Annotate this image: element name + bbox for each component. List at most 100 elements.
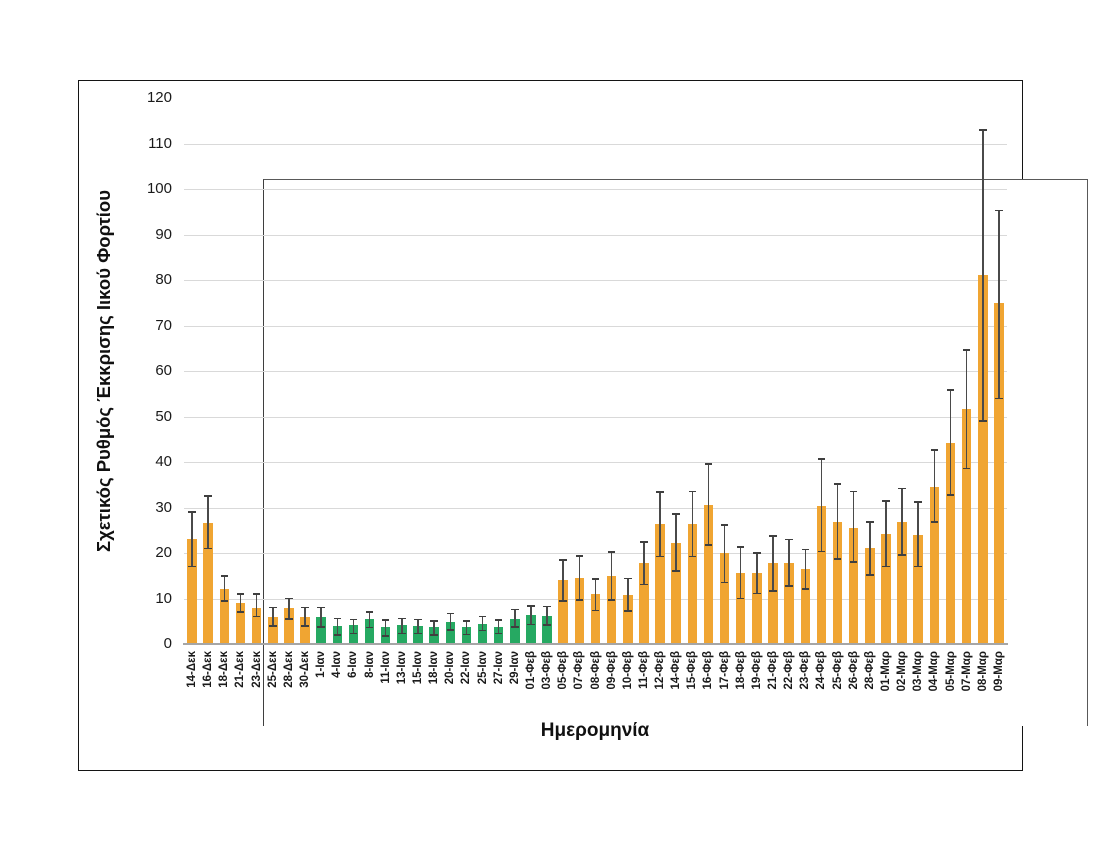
bar (865, 548, 875, 644)
error-bar-cap-top (398, 617, 406, 620)
y-tick-label: 10 (155, 589, 172, 607)
x-tick-label: 14-Φεβ (670, 651, 683, 690)
y-tick-label: 0 (163, 635, 172, 652)
bar (848, 527, 859, 644)
x-tick-label: 24-Φεβ (815, 651, 828, 690)
bar (251, 607, 262, 644)
error-bar-cap-top (656, 491, 664, 493)
bar (542, 615, 552, 644)
x-tick-label: 17-Φεβ (718, 651, 731, 690)
error-bar-cap-top (430, 619, 438, 622)
error-bar-cap-top (736, 546, 745, 548)
error-bar-cap-bottom (833, 558, 842, 560)
error-bar (514, 609, 516, 628)
x-tick-label: 03-Μαρ (912, 651, 925, 692)
error-bar-cap-top (543, 605, 551, 608)
error-bar (304, 607, 306, 626)
error-bar-cap-bottom (446, 629, 454, 631)
bar (300, 616, 310, 644)
error-bar-cap-bottom (914, 565, 922, 568)
error-bar (901, 488, 903, 556)
error-bar-cap-bottom (640, 583, 648, 586)
error-bar-cap-bottom (236, 611, 245, 613)
error-bar-cap-bottom (365, 626, 374, 629)
error-bar-cap-top (833, 483, 842, 486)
error-bar-cap-bottom (849, 561, 858, 563)
error-bar (207, 496, 209, 549)
error-bar-cap-top (753, 552, 761, 554)
error-bar-cap-top (511, 608, 519, 611)
bar (639, 563, 649, 644)
y-tick-label: 40 (155, 453, 172, 470)
x-tick-label: 15-Φεβ (686, 651, 699, 690)
error-bar-cap-bottom (559, 600, 567, 603)
error-bar-cap-bottom (624, 609, 632, 612)
error-bar (352, 619, 355, 634)
bar (397, 624, 407, 644)
gridline (184, 325, 1007, 327)
error-bar-cap-top (478, 615, 487, 618)
bar (558, 580, 568, 644)
gridline (184, 280, 1007, 281)
error-bar-cap-top (349, 618, 358, 621)
error-bar-cap-top (785, 538, 793, 541)
x-tick-label: 20-Ιαν (444, 651, 457, 685)
error-bar-cap-top (801, 548, 810, 551)
bar (671, 542, 681, 644)
gridline (184, 371, 1007, 372)
x-tick-label: 26-Φεβ (847, 651, 860, 690)
x-tick-label: 01-Μαρ (879, 651, 892, 692)
error-bar-cap-bottom (494, 632, 503, 635)
error-bar-cap-bottom (220, 599, 229, 602)
error-bar-cap-bottom (398, 632, 406, 635)
error-bar-cap-bottom (995, 397, 1003, 400)
bar (913, 534, 923, 644)
error-bar (885, 501, 887, 567)
bar (703, 505, 714, 644)
x-tick-label: 12-Φεβ (654, 651, 667, 690)
error-bar-cap-top (414, 618, 422, 621)
error-bar-cap-top (269, 606, 277, 609)
y-tick-label: 100 (146, 180, 172, 197)
error-bar (691, 491, 694, 557)
bar (719, 553, 730, 644)
bar (574, 578, 585, 644)
bar (606, 575, 617, 644)
error-bar (707, 464, 710, 545)
x-tick-label: 29-Ιαν (508, 651, 521, 685)
x-tick-label: 28-Δεκ (282, 651, 295, 688)
x-tick-label: 05-Μαρ (944, 651, 957, 692)
error-bar (368, 612, 371, 628)
error-bar-cap-top (188, 511, 196, 513)
error-bar-cap-bottom (575, 599, 584, 601)
error-bar-cap-top (720, 523, 729, 526)
bar (800, 569, 811, 644)
x-axis-line (183, 643, 1008, 645)
x-tick-label: 25-Φεβ (831, 651, 844, 690)
x-tick-label: 30-Δεκ (299, 651, 312, 688)
y-tick-label: 60 (155, 362, 172, 379)
error-bar-cap-top (704, 463, 713, 466)
bar (348, 624, 359, 644)
error-bar (659, 492, 661, 557)
y-tick-label: 80 (155, 271, 172, 288)
bar (897, 522, 907, 644)
x-tick-label: 16-Φεβ (702, 651, 715, 690)
error-bar-cap-bottom (269, 625, 277, 627)
error-bar-cap-top (849, 490, 858, 493)
bar (978, 275, 988, 644)
bar (219, 589, 230, 644)
error-bar (594, 578, 597, 611)
error-bar (481, 616, 484, 631)
error-bar-cap-bottom (979, 420, 987, 422)
error-bar-cap-bottom (898, 554, 906, 557)
y-tick-label: 70 (155, 316, 172, 334)
error-bar-cap-top (672, 513, 680, 515)
error-bar (191, 512, 193, 567)
x-tick-label: 03-Φεβ (541, 651, 554, 690)
error-bar (336, 618, 339, 635)
x-tick-label: 23-Δεκ (250, 651, 263, 688)
bar (364, 619, 375, 644)
error-bar-cap-top (333, 617, 342, 620)
